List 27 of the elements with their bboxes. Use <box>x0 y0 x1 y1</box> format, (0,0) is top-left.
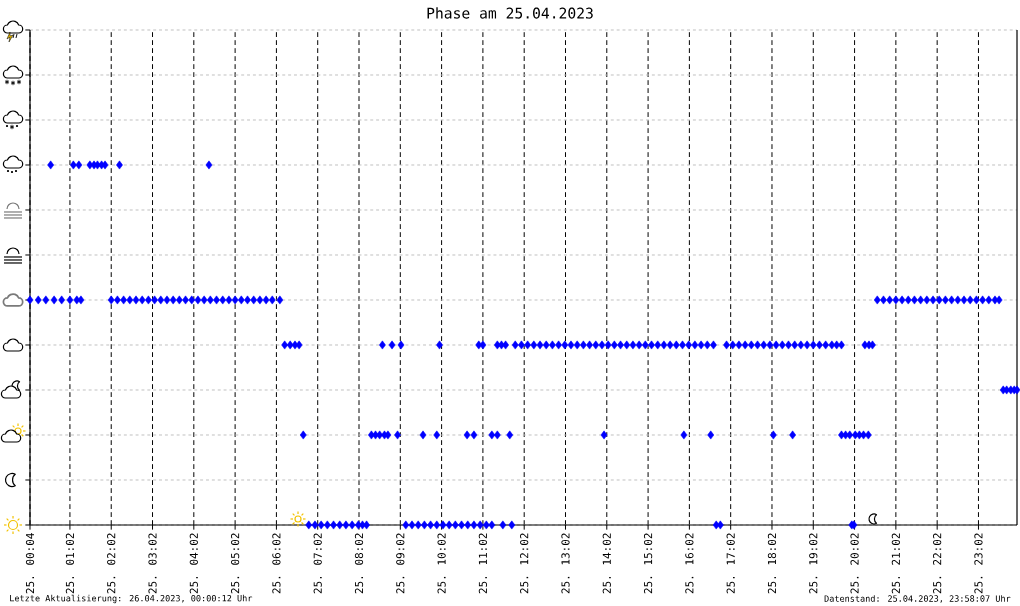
x-tick-label: 25. 14:02 <box>602 533 611 594</box>
x-tick-label: 25. 06:02 <box>272 533 281 594</box>
x-tick-label: 25. 09:02 <box>396 533 405 594</box>
x-tick-label: 25. 10:02 <box>437 533 446 594</box>
x-tick-label: 25. 21:02 <box>891 533 900 594</box>
x-tick-label: 25. 11:02 <box>478 533 488 594</box>
x-tick-label: 25. 13:02 <box>561 533 570 594</box>
x-tick-label: 25. 15:02 <box>643 533 653 594</box>
x-tick-label: 25. 16:02 <box>685 533 694 594</box>
x-tick-label: 25. 03:02 <box>148 533 157 594</box>
x-tick-label: 25. 22:02 <box>933 533 942 594</box>
x-tick-label: 25. 02:02 <box>107 533 116 594</box>
x-tick-label: 25. 01:02 <box>65 533 75 594</box>
x-tick-label: 25. 07:02 <box>313 533 322 594</box>
x-tick-label: 25. 04:02 <box>189 533 198 594</box>
chart-title: Phase am 25.04.2023 <box>427 7 593 19</box>
x-tick-label: 25. 19:02 <box>809 533 818 594</box>
x-tick-label: 25. 18:02 <box>767 533 777 594</box>
x-tick-label: 25. 20:02 <box>850 533 859 594</box>
x-tick-label: 25. 17:02 <box>726 533 735 594</box>
text: Datenstand: 25.04.2023, 23:58:07 Uhr <box>824 595 1011 603</box>
x-tick-label: 25. 23:02 <box>974 533 983 594</box>
text: Letzte Aktualisierung: 26.04.2023, 00:00:12 Uhr <box>10 594 253 604</box>
x-tick-label: 25. 12:02 <box>520 533 529 594</box>
x-tick-label: 25. 00:04 <box>25 533 35 594</box>
x-tick-label: 25. 05:02 <box>230 533 240 594</box>
x-tick-label: 25. 08:02 <box>354 533 364 594</box>
